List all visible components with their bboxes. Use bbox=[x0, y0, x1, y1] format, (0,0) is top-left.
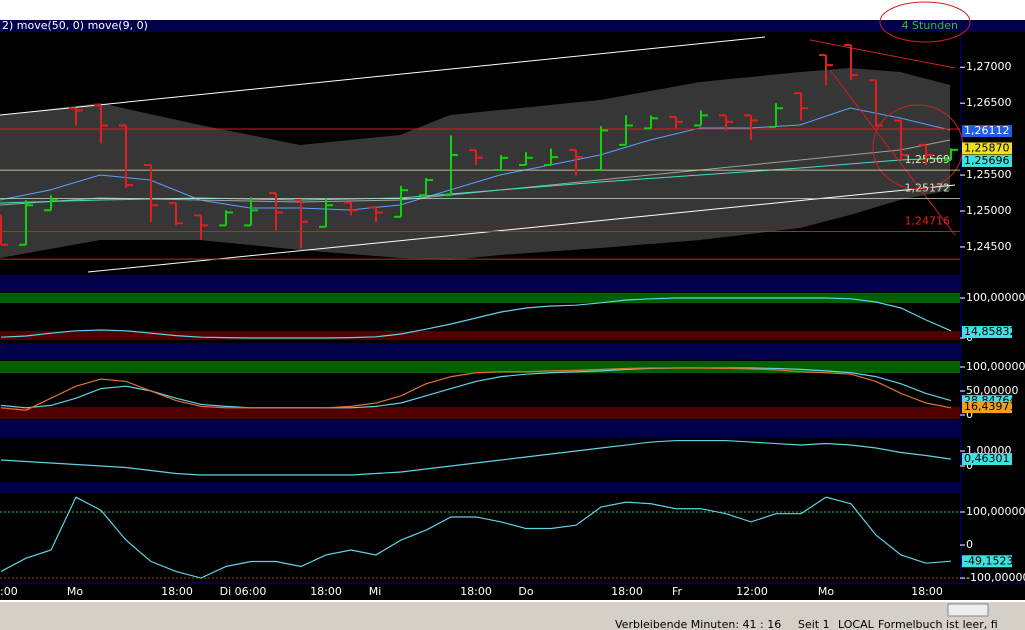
last-value-label: 1,26112 bbox=[964, 124, 1010, 137]
overbought-band bbox=[0, 361, 960, 373]
indicator-line bbox=[0, 496, 952, 579]
last-value-label: 1,25696 bbox=[964, 154, 1010, 167]
last-value-box bbox=[962, 125, 1012, 138]
y-tick-label: 1,26500 bbox=[966, 96, 1012, 109]
last-value-box bbox=[962, 401, 1012, 414]
y-tick-label: 1,25000 bbox=[966, 204, 1012, 217]
y-tick-label: 1,25500 bbox=[966, 168, 1012, 181]
last-value-box bbox=[962, 555, 1012, 568]
last-value-label: 1,25870 bbox=[964, 141, 1010, 154]
level-label: 1,24716 bbox=[905, 214, 951, 227]
y-tick-label: -100,00000 bbox=[966, 571, 1025, 584]
y-tick-label: 1,24500 bbox=[966, 240, 1012, 253]
overbought-band bbox=[0, 293, 960, 303]
scroll-thumb[interactable] bbox=[947, 603, 989, 617]
x-tick-label: :00 bbox=[0, 585, 18, 598]
trend-line bbox=[829, 69, 956, 236]
last-value-box bbox=[962, 142, 1012, 155]
annotation-circle bbox=[879, 1, 971, 43]
x-tick-label: Fr bbox=[672, 585, 683, 598]
last-value-box bbox=[962, 326, 1012, 339]
indicator-line bbox=[0, 439, 952, 476]
time-axis bbox=[0, 584, 1025, 600]
y-tick-label: 0 bbox=[966, 459, 973, 472]
x-tick-label: 18:00 bbox=[310, 585, 342, 598]
level-label: 1,25569 bbox=[905, 153, 951, 166]
level-label: 1,25172 bbox=[905, 182, 951, 195]
oversold-band bbox=[0, 331, 960, 340]
panel-4 bbox=[0, 493, 960, 582]
oversold-band bbox=[0, 407, 960, 419]
status-mode: LOCAL bbox=[838, 618, 875, 630]
x-tick-label: Di 06:00 bbox=[220, 585, 267, 598]
last-value-box bbox=[962, 154, 1012, 167]
moving-average-9 bbox=[0, 107, 951, 211]
x-tick-label: 18:00 bbox=[161, 585, 193, 598]
status-remaining: Verbleibende Minuten: 41 : 16 bbox=[615, 618, 781, 630]
y-tick-label: 50,00000 bbox=[966, 384, 1019, 397]
x-tick-label: 18:00 bbox=[911, 585, 943, 598]
trend-line bbox=[809, 39, 956, 69]
last-value-label: 14,85832 bbox=[964, 325, 1017, 338]
last-value-label: 16,43971 bbox=[964, 400, 1017, 413]
status-info: Formelbuch ist leer, fi bbox=[878, 618, 998, 630]
y-tick-label: 100,00000 bbox=[966, 360, 1025, 373]
top-strip bbox=[0, 0, 1025, 20]
indicator-line bbox=[0, 367, 952, 409]
last-value-box bbox=[962, 453, 1012, 466]
timeframe: 4 Stunden bbox=[902, 19, 958, 32]
y-tick-label: 0 bbox=[966, 538, 973, 551]
x-tick-label: Do bbox=[518, 585, 533, 598]
x-tick-label: 12:00 bbox=[736, 585, 768, 598]
last-value-label: 0,46301 bbox=[964, 452, 1010, 465]
indicator-line bbox=[0, 297, 952, 339]
trend-line bbox=[0, 36, 766, 116]
indicator-line bbox=[0, 367, 952, 411]
x-tick-label: 18:00 bbox=[460, 585, 492, 598]
x-tick-label: Mi bbox=[369, 585, 382, 598]
trend-line bbox=[87, 184, 956, 273]
x-tick-label: Mo bbox=[67, 585, 83, 598]
y-tick-label: 100,00000 bbox=[966, 291, 1025, 304]
y-tick-label: 0 bbox=[966, 408, 973, 421]
y-tick-label: 100,00000 bbox=[966, 505, 1025, 518]
status-page: Seit 1 bbox=[798, 618, 830, 630]
value-axis bbox=[962, 32, 1025, 582]
scrollbar[interactable] bbox=[0, 602, 1025, 618]
x-tick-label: 18:00 bbox=[611, 585, 643, 598]
indicator-list: 2) move(50, 0) move(9, 0) bbox=[2, 19, 148, 32]
last-value-label: -49,15232 bbox=[964, 554, 1020, 567]
x-tick-label: Mo bbox=[818, 585, 834, 598]
status-bar bbox=[0, 618, 1025, 630]
y-tick-label: 1,27000 bbox=[966, 60, 1012, 73]
